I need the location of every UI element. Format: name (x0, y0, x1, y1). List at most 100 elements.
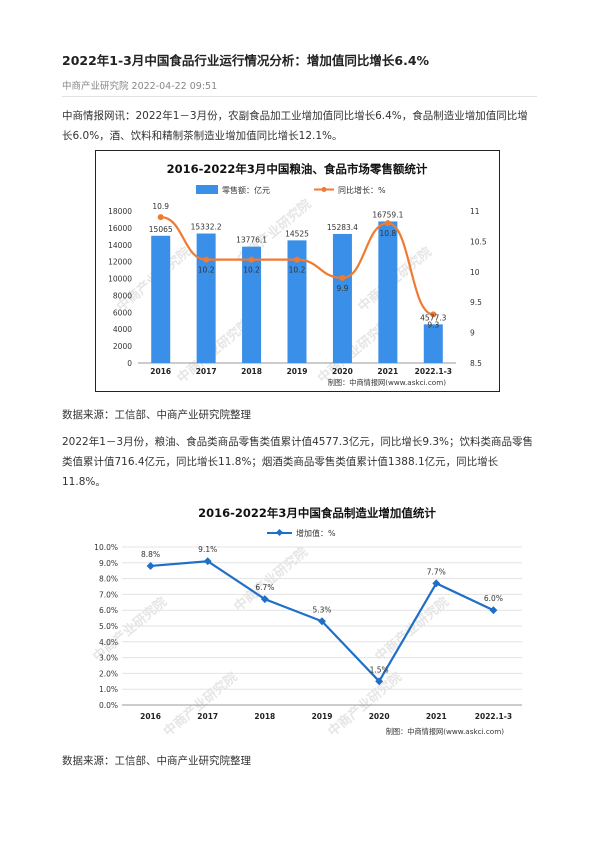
y-right-tick-label: 9.5 (470, 298, 482, 307)
x-tick-label: 2019 (312, 712, 333, 721)
y-left-tick-label: 14000 (108, 241, 132, 250)
retail-sales-chart: 中商产业研究院中商产业研究院中商产业研究院中商产业研究院中商产业研究院2016-… (95, 150, 500, 392)
chart-title: 2016-2022年3月中国食品制造业增加值统计 (198, 506, 436, 520)
y-tick-label: 3.0% (99, 654, 118, 663)
x-tick-label: 2021 (426, 712, 447, 721)
paragraph-intro: 中商情报网讯：2022年1－3月份，农副食品加工业增加值同比增长6.4%，食品制… (62, 110, 528, 142)
y-right-tick-label: 8.5 (470, 359, 482, 368)
bar-data-label: 16759.1 (372, 210, 403, 219)
food-manufacturing-chart: 中商产业研究院 中商产业研究院 中商产业研究院 中商产业研究院 中商产业研究院 2016-… (62, 495, 532, 745)
bar-data-label: 4577.3 (420, 313, 446, 322)
chart-credit: 制图：中商情报网(www.askci.com) (328, 378, 446, 387)
x-tick-label: 2018 (254, 712, 275, 721)
retail-sales-chart-svg: 中商产业研究院中商产业研究院中商产业研究院中商产业研究院中商产业研究院2016-… (108, 162, 487, 387)
bar-retail-sales (423, 324, 443, 363)
x-tick-label: 2016 (140, 712, 161, 721)
y-tick-label: 2.0% (99, 669, 118, 678)
value-added-point (260, 595, 269, 604)
y-tick-label: 0.0% (99, 701, 118, 710)
data-source-1: 数据来源：工信部、中商产业研究院整理 (62, 409, 251, 421)
legend-bar-label: 零售额：亿元 (222, 185, 270, 195)
y-right-tick-label: 9 (470, 329, 475, 338)
y-left-tick-label: 18000 (108, 207, 132, 216)
bar-data-label: 15065 (149, 225, 173, 234)
data-source-2: 数据来源：工信部、中商产业研究院整理 (62, 755, 251, 767)
bar-data-label: 15332.2 (191, 223, 222, 232)
y-tick-label: 1.0% (99, 685, 118, 694)
data-label: 6.7% (255, 583, 274, 592)
data-label: 8.8% (141, 550, 160, 559)
x-tick-label: 2019 (287, 367, 308, 376)
y-left-tick-label: 0 (127, 359, 132, 368)
legend-line-marker (275, 528, 284, 537)
growth-rate-point (430, 311, 437, 318)
data-label: 5.3% (312, 605, 331, 614)
article-title: 2022年1-3月中国食品行业运行情况分析：增加值同比增长6.4% (62, 53, 430, 68)
y-left-tick-label: 10000 (108, 275, 132, 284)
y-right-tick-label: 11 (470, 207, 480, 216)
value-added-point (489, 606, 498, 615)
data-label: 1.5% (370, 665, 389, 674)
watermark-text: 中商产业研究院 (231, 544, 311, 615)
x-tick-label: 2021 (377, 367, 398, 376)
value-added-point (203, 557, 212, 566)
chart-credit: 制图：中商情报网(www.askci.com) (386, 727, 504, 736)
y-left-tick-label: 16000 (108, 224, 132, 233)
bar-retail-sales (242, 246, 262, 363)
watermark-text: 中商产业研究院 (160, 669, 240, 740)
y-left-tick-label: 8000 (113, 291, 132, 300)
y-left-tick-label: 6000 (113, 308, 132, 317)
growth-rate-point (294, 256, 300, 263)
y-left-tick-label: 4000 (113, 325, 132, 334)
growth-rate-point (248, 256, 255, 263)
value-added-point (375, 677, 384, 686)
divider (62, 96, 537, 97)
line-data-label: 10.9 (152, 202, 169, 211)
x-tick-label: 2022.1-3 (475, 712, 512, 721)
watermark-text: 中商产业研究院 (372, 594, 452, 665)
bar-data-label: 13776.1 (236, 236, 267, 245)
line-data-label: 10.8 (380, 229, 397, 238)
bar-data-label: 15283.4 (327, 223, 358, 232)
line-data-label: 9.9 (336, 284, 348, 293)
data-label: 9.1% (198, 545, 217, 554)
legend-bar-swatch (196, 185, 218, 194)
y-tick-label: 6.0% (99, 606, 118, 615)
bar-retail-sales (196, 233, 216, 363)
legend-line-label: 增加值：% (296, 528, 336, 538)
x-tick-label: 2020 (369, 712, 390, 721)
bar-retail-sales (287, 240, 307, 363)
x-tick-label: 2016 (150, 367, 171, 376)
y-left-tick-label: 12000 (108, 258, 132, 267)
line-data-label: 10.2 (289, 266, 306, 275)
line-data-label: 9.3 (427, 320, 439, 329)
x-tick-label: 2020 (332, 367, 353, 376)
data-label: 7.7% (427, 567, 446, 576)
x-tick-label: 2022.1-3 (415, 367, 452, 376)
y-right-tick-label: 10 (470, 268, 480, 277)
y-tick-label: 8.0% (99, 575, 118, 584)
x-tick-label: 2017 (196, 367, 217, 376)
y-tick-label: 5.0% (99, 622, 118, 631)
growth-rate-point (339, 274, 346, 281)
line-data-label: 10.2 (243, 266, 260, 275)
legend-line-label: 同比增长：% (338, 185, 386, 195)
bar-retail-sales (151, 235, 171, 363)
legend-line-marker (321, 187, 327, 192)
chart-title: 2016-2022年3月中国粮油、食品市场零售额统计 (167, 162, 428, 176)
y-left-tick-label: 2000 (113, 342, 132, 351)
bar-data-label: 14525 (285, 229, 309, 238)
line-data-label: 10.2 (198, 266, 215, 275)
growth-rate-point (384, 220, 391, 227)
y-tick-label: 4.0% (99, 638, 118, 647)
x-tick-label: 2018 (241, 367, 262, 376)
y-right-tick-label: 10.5 (470, 237, 487, 246)
growth-rate-point (203, 256, 210, 263)
article-meta: 中商产业研究院 2022-04-22 09:51 (62, 81, 218, 92)
y-tick-label: 7.0% (99, 590, 118, 599)
growth-rate-point (157, 214, 164, 221)
y-tick-label: 10.0% (94, 543, 118, 552)
x-tick-label: 2017 (197, 712, 218, 721)
data-label: 6.0% (484, 594, 503, 603)
